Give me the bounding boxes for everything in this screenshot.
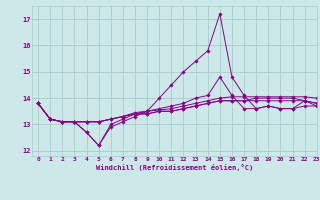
X-axis label: Windchill (Refroidissement éolien,°C): Windchill (Refroidissement éolien,°C) [96,164,253,171]
